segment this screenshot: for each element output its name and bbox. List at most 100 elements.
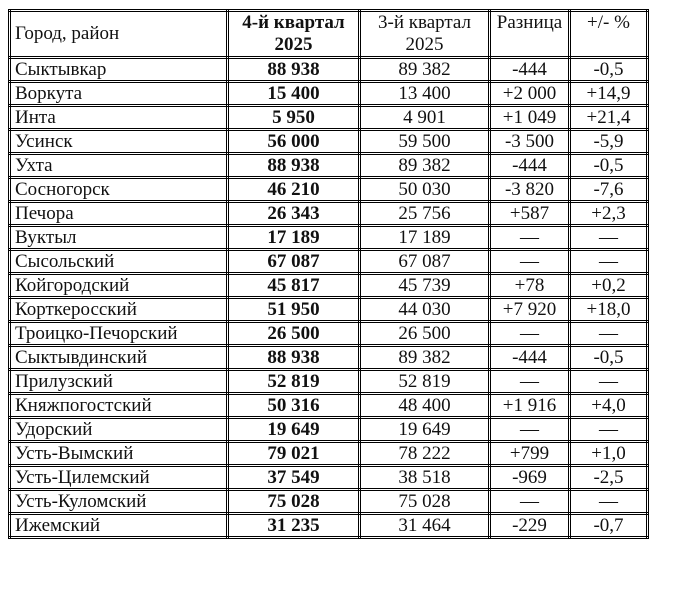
cell-diff: — [488,488,571,515]
cell-diff: -444 [488,56,571,83]
table-row: Сысольский 67 087 67 087— — [8,248,649,275]
cell-diff: +587 [488,200,571,227]
cell-q4: 37 549 [226,464,361,491]
cell-q3: 31 464 [358,512,491,539]
cell-name: Усть-Вымский [8,440,229,467]
cell-q3: 67 087 [358,248,491,275]
table-row: Сыктывкар 88 938 89 382 -444 -0,5 [8,56,649,83]
cell-name: Сосногорск [8,176,229,203]
cell-name: Вуктыл [8,224,229,251]
cell-q3: 48 400 [358,392,491,419]
cell-pct: +14,9 [568,80,649,107]
header-q4: 4-й квартал 2025 [226,9,361,59]
cell-q3: 89 382 [358,344,491,371]
cell-diff: -969 [488,464,571,491]
cell-pct: -0,5 [568,56,649,83]
cell-q3: 38 518 [358,464,491,491]
cell-q3: 89 382 [358,152,491,179]
header-row: Город, район 4-й квартал 2025 3-й квартал… [8,9,649,59]
cell-pct: +1,0 [568,440,649,467]
cell-q3: 44 030 [358,296,491,323]
cell-diff: — [488,248,571,275]
cell-q4: 79 021 [226,440,361,467]
cell-name: Сыктывдинский [8,344,229,371]
cell-diff: — [488,368,571,395]
cell-diff: +1 049 [488,104,571,131]
cell-q3: 19 649 [358,416,491,443]
cell-q4: 88 938 [226,56,361,83]
cell-pct: +21,4 [568,104,649,131]
table-row: Вуктыл 17 189 17 189— — [8,224,649,251]
cell-diff: — [488,416,571,443]
cell-pct: — [568,368,649,395]
cell-q3: 75 028 [358,488,491,515]
cell-q4: 5 950 [226,104,361,131]
cell-diff: -3 500 [488,128,571,155]
cell-diff: +1 916 [488,392,571,419]
cell-pct: -5,9 [568,128,649,155]
cell-name: Воркута [8,80,229,107]
cell-q3: 89 382 [358,56,491,83]
cell-pct: -0,5 [568,344,649,371]
cell-diff: +78 [488,272,571,299]
cell-name: Троицко-Печорский [8,320,229,347]
header-city: Город, район [8,9,229,59]
header-pct: +/- % [568,9,649,59]
cell-q4: 45 817 [226,272,361,299]
cell-q4: 31 235 [226,512,361,539]
cell-q4: 50 316 [226,392,361,419]
table-row: Троицко-Печорский 26 500 26 500— — [8,320,649,347]
table-row: Сосногорск 46 210 50 030 -3 820 -7,6 [8,176,649,203]
cell-name: Усть-Цилемский [8,464,229,491]
cell-name: Усть-Куломский [8,488,229,515]
cell-q3: 26 500 [358,320,491,347]
cell-pct: — [568,320,649,347]
cell-q4: 19 649 [226,416,361,443]
table-row: Ухта 88 938 89 382 -444 -0,5 [8,152,649,179]
cell-q4: 26 500 [226,320,361,347]
table-row: Инта 5 950 4 901 +1 049 +21,4 [8,104,649,131]
cell-diff: -444 [488,152,571,179]
cell-name: Ижемский [8,512,229,539]
cell-diff: — [488,320,571,347]
cell-pct: -0,7 [568,512,649,539]
cell-name: Удорский [8,416,229,443]
cell-name: Сыктывкар [8,56,229,83]
cell-name: Усинск [8,128,229,155]
cell-pct: -0,5 [568,152,649,179]
table-row: Усть-Цилемский 37 549 38 518 -969 -2,5 [8,464,649,491]
table-row: Усть-Куломский 75 028 75 028— — [8,488,649,515]
cell-q3: 45 739 [358,272,491,299]
cell-diff: +2 000 [488,80,571,107]
cell-diff: -444 [488,344,571,371]
cell-pct: +0,2 [568,272,649,299]
cell-q4: 75 028 [226,488,361,515]
header-q3: 3-й квартал 2025 [358,9,491,59]
header-diff: Разница [488,9,571,59]
cell-pct: +18,0 [568,296,649,323]
cell-q3: 50 030 [358,176,491,203]
cell-q4: 56 000 [226,128,361,155]
cell-pct: -2,5 [568,464,649,491]
table-row: Корткеросский 51 950 44 030 +7 920 +18,0 [8,296,649,323]
cell-pct: -7,6 [568,176,649,203]
cell-q4: 15 400 [226,80,361,107]
cell-name: Корткеросский [8,296,229,323]
cell-q3: 52 819 [358,368,491,395]
cell-diff: +7 920 [488,296,571,323]
cell-q3: 59 500 [358,128,491,155]
table-row: Койгородский 45 817 45 739 +78 +0,2 [8,272,649,299]
cell-pct: — [568,488,649,515]
table-row: Воркута 15 400 13 400 +2 000 +14,9 [8,80,649,107]
cell-diff: +799 [488,440,571,467]
table-row: Печора 26 343 25 756 +587 +2,3 [8,200,649,227]
header-q3-line2: 2025 [405,34,444,55]
cell-pct: +2,3 [568,200,649,227]
cell-q4: 67 087 [226,248,361,275]
cell-name: Инта [8,104,229,131]
cell-pct: — [568,248,649,275]
header-q4-line1: 4-й квартал [242,12,345,33]
table-row: Прилузский 52 819 52 819— — [8,368,649,395]
cell-pct: — [568,416,649,443]
header-q4-line2: 2025 [274,34,313,55]
